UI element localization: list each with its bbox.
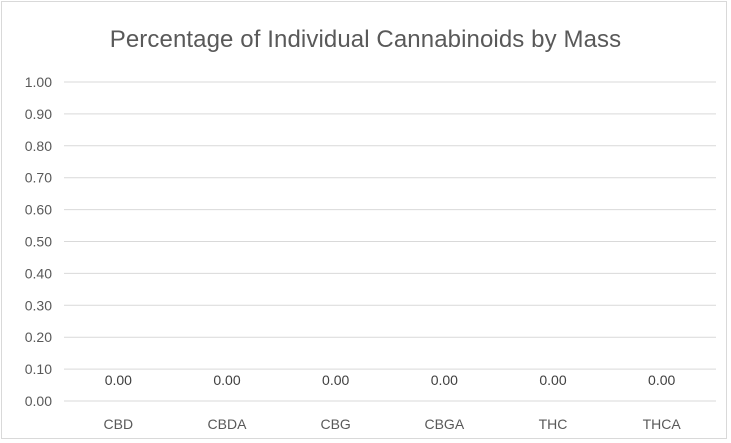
y-tick-label: 0.90 [25,106,52,122]
data-labels: 0.00 0.00 0.00 0.00 0.00 0.00 [105,372,676,388]
data-label: 0.00 [105,372,132,388]
chart-title: Percentage of Individual Cannabinoids by… [109,26,622,53]
x-category-label: CBGA [424,416,464,432]
y-tick-label: 0.60 [25,202,52,218]
gridlines [64,81,716,402]
x-category-label: THC [539,416,568,432]
data-label: 0.00 [539,372,566,388]
x-category-label: CBG [320,416,350,432]
y-tick-label: 0.50 [25,234,52,250]
y-axis-ticks: 0.00 0.10 0.20 0.30 0.40 0.50 0.60 0.70 0.80 0.90… [25,74,52,409]
y-tick-label: 0.20 [25,329,52,345]
x-axis-categories: CBD CBDA CBG CBGA THC THCA [104,416,682,432]
y-tick-label: 0.10 [25,361,52,377]
x-category-label: CBDA [208,416,248,432]
y-tick-label: 1.00 [25,74,52,90]
y-tick-label: 0.80 [25,138,52,154]
x-category-label: CBD [104,416,134,432]
y-tick-label: 0.00 [25,393,52,409]
data-label: 0.00 [431,372,458,388]
data-label: 0.00 [322,372,349,388]
y-tick-label: 0.30 [25,297,52,313]
data-label: 0.00 [213,372,240,388]
data-label: 0.00 [648,372,675,388]
y-tick-label: 0.70 [25,170,52,186]
x-category-label: THCA [643,416,682,432]
y-tick-label: 0.40 [25,265,52,281]
